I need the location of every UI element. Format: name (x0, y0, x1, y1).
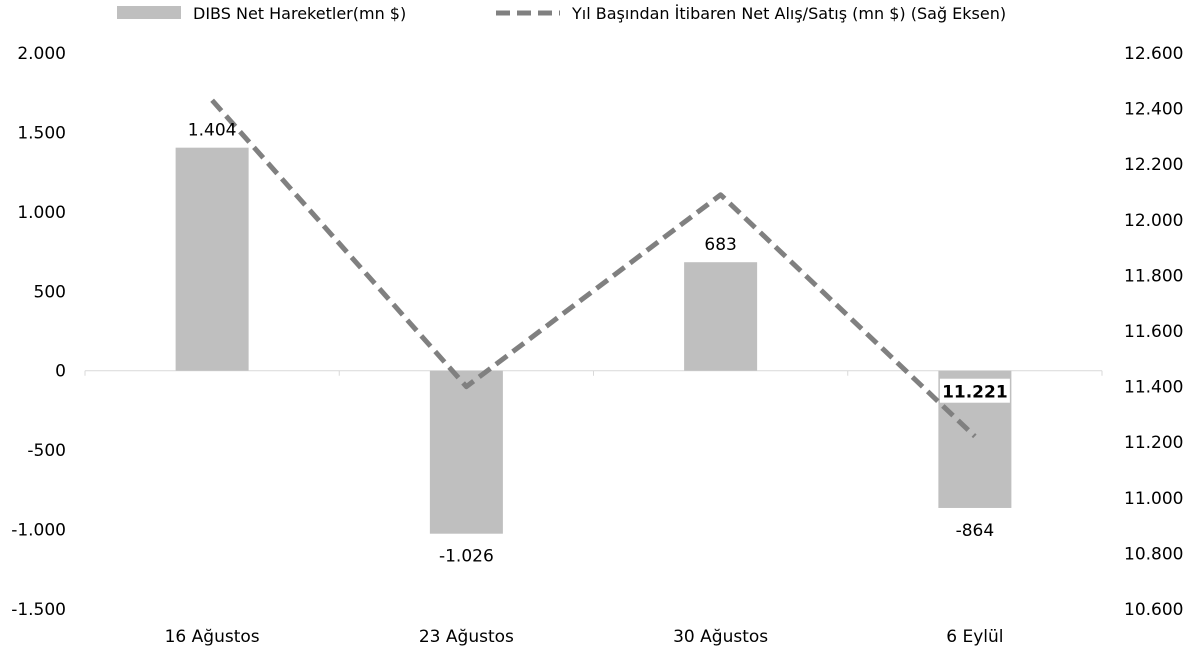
line-data-label: 11.221 (942, 383, 1008, 403)
left-axis-tick-label: -1.000 (11, 521, 66, 541)
right-axis-tick-label: 11.800 (1124, 266, 1183, 286)
bar (175, 147, 249, 371)
right-axis-tick-label: 11.200 (1124, 433, 1183, 453)
line-data-label-background (939, 378, 1010, 403)
x-axis-category-label: 23 Ağustos (419, 627, 514, 647)
legend-swatch-bar-series (117, 6, 181, 19)
legend: DIBS Net Hareketler(mn $) Yıl Başından İ… (117, 4, 1006, 23)
left-axis-tick-label: 500 (34, 282, 66, 302)
left-axis-tick-label: 2.000 (17, 44, 66, 64)
right-axis-tick-label: 11.600 (1124, 322, 1183, 342)
x-axis-category-label: 16 Ağustos (165, 627, 260, 647)
right-axis-tick-label: 10.600 (1124, 600, 1183, 620)
right-axis-tick-label: 12.600 (1124, 44, 1183, 64)
right-axis-tick-label: 10.800 (1124, 544, 1183, 564)
left-axis-tick-label: -500 (27, 441, 66, 461)
right-axis-tick-label: 12.200 (1124, 155, 1183, 175)
right-axis-tick-label: 11.400 (1124, 378, 1183, 398)
legend-label-line-series: Yıl Başından İtibaren Net Alış/Satış (mn… (571, 4, 1006, 23)
line-series-path (210, 98, 977, 439)
bar (684, 262, 758, 371)
bar-data-label: -864 (956, 521, 995, 541)
x-axis-category-label: 30 Ağustos (673, 627, 768, 647)
data-labels: 1.404 -1.026 683 -864 11.221 (188, 121, 1010, 567)
left-axis: 2.000 1.500 1.000 500 0 -500 -1.000 -1.500 (11, 44, 66, 620)
left-axis-tick-label: -1.500 (11, 600, 66, 620)
bar-series (175, 147, 1012, 534)
bar-data-label: -1.026 (439, 547, 494, 567)
x-axis-category-label: 6 Eylül (946, 627, 1003, 647)
right-axis-tick-label: 11.000 (1124, 489, 1183, 509)
bar (429, 370, 503, 534)
bar-data-label: 1.404 (188, 121, 237, 141)
right-axis-tick-label: 12.000 (1124, 211, 1183, 231)
legend-label-bar-series: DIBS Net Hareketler(mn $) (193, 4, 406, 23)
bar-data-label: 683 (704, 235, 736, 255)
right-axis: 12.600 12.400 12.200 12.000 11.800 11.600 11.4… (1124, 44, 1183, 620)
right-axis-tick-label: 12.400 (1124, 100, 1183, 120)
line-series (210, 98, 977, 439)
left-axis-tick-label: 0 (55, 362, 66, 382)
left-axis-tick-label: 1.000 (17, 203, 66, 223)
x-axis: 16 Ağustos 23 Ağustos 30 Ağustos 6 Eylül (84, 370, 1103, 647)
left-axis-tick-label: 1.500 (17, 123, 66, 143)
